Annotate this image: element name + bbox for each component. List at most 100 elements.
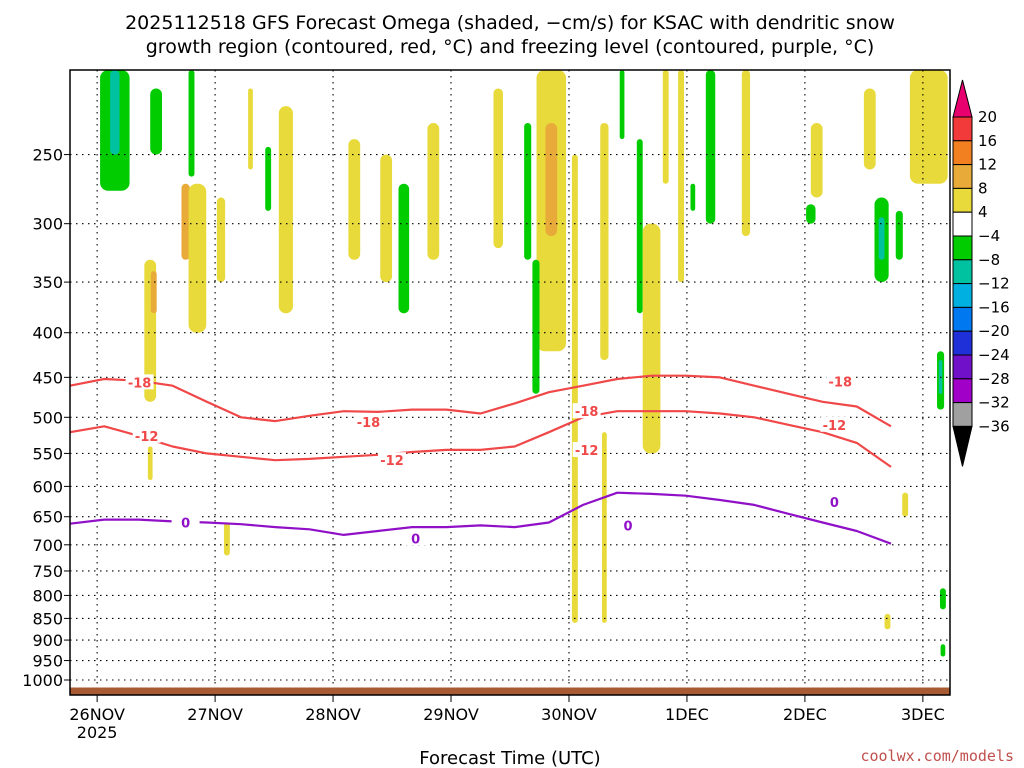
contour-label-bg-4 (132, 427, 161, 443)
credit-text: coolwx.com/models (860, 747, 1014, 765)
contour-line--12-1 (69, 410, 892, 468)
omega-shading (100, 70, 948, 657)
y-tick-label-550: 550 (32, 444, 63, 463)
x-tick-label-7: 3DEC (901, 705, 945, 724)
colorbar-swatch-4 (952, 187, 973, 213)
colorbar-swatch-7 (952, 259, 973, 285)
colorbar-swatch-12 (952, 378, 973, 404)
colorbar-swatch-13 (952, 402, 973, 427)
y-tick-label-300: 300 (32, 215, 63, 234)
colorbar-swatch-9 (952, 306, 973, 332)
omega-blob-44 (939, 588, 946, 610)
omega-blob-29 (690, 183, 696, 211)
omega-blob-30 (705, 70, 716, 224)
omega-blob-45 (940, 644, 946, 657)
colorbar-legend: 20 16 12 8 4 −4 −8 −12 −16 −20 −24 −28 −32 −36 (952, 79, 1010, 467)
x-tick-label-6: 2DEC (783, 705, 827, 724)
x-tick-year-0: 2025 (77, 723, 118, 742)
contour-label-bg-11 (820, 493, 849, 509)
omega-blob-19 (545, 122, 558, 237)
omega-blob-37 (895, 210, 903, 260)
colorbar-label-1: 16 (978, 132, 997, 150)
y-tick-label-400: 400 (32, 324, 63, 343)
colorbar-swatch-11 (952, 354, 973, 380)
chart-title-line-2: growth region (contoured, red, °C) and f… (146, 36, 875, 58)
colorbar-label-3: 8 (978, 179, 988, 197)
contour-lines (69, 374, 892, 545)
chart-title: 2025112518 GFS Forecast Omega (shaded, −… (125, 12, 895, 58)
colorbar-label-4: 4 (978, 203, 988, 221)
contour-line--18-0 (69, 374, 892, 428)
omega-blob-42 (902, 492, 909, 517)
colorbar-label-5: −4 (978, 227, 1000, 245)
contour-label-bg-0 (125, 374, 154, 390)
colorbar-swatch-8 (952, 283, 973, 308)
colorbar-label-12: −32 (978, 394, 1010, 412)
y-tick-label-250: 250 (32, 146, 63, 165)
contour-label-bg-8 (171, 514, 200, 530)
colorbar-label-0: 20 (978, 108, 997, 126)
colorbar-swatch-5 (952, 211, 973, 237)
omega-blob-5 (188, 183, 207, 333)
contour-label-bg-1 (354, 413, 383, 429)
omega-blob-28 (678, 70, 684, 283)
contour-label-6: -12 (575, 444, 599, 459)
omega-blob-2 (150, 88, 163, 155)
x-tick-label-5: 1DEC (665, 705, 709, 724)
colorbar-label-7: −12 (978, 275, 1010, 293)
y-tick-label-900: 900 (32, 631, 63, 650)
omega-blob-22 (600, 122, 609, 361)
x-tick-label-2: 28NOV (305, 705, 361, 724)
omega-blob-1 (110, 70, 120, 155)
colorbar-label-13: −36 (978, 417, 1010, 435)
contour-label-4: -12 (135, 430, 159, 445)
colorbar-bottom-arrow (952, 425, 973, 467)
contour-label-bg-7 (820, 416, 849, 432)
omega-blob-32 (810, 122, 823, 198)
contour-line-0-2 (69, 491, 892, 545)
y-tick-label-600: 600 (32, 477, 63, 496)
omega-blob-15 (427, 122, 440, 260)
plot-area (70, 70, 950, 695)
contour-label-bg-6 (572, 441, 601, 457)
contour-label-5: -12 (380, 454, 404, 469)
omega-blob-14 (398, 183, 410, 314)
omega-blob-26 (642, 223, 661, 454)
omega-blob-10 (265, 146, 272, 211)
contour-label-1: -18 (357, 416, 381, 431)
y-tick-label-850: 850 (32, 609, 63, 628)
omega-blob-8 (150, 271, 157, 314)
chart-title-line-1: 2025112518 GFS Forecast Omega (shaded, −… (125, 12, 895, 34)
x-axis-label: Forecast Time (UTC) (419, 748, 600, 768)
contour-label-2: -18 (575, 405, 599, 420)
x-tick-label-0: 26NOV (69, 705, 125, 724)
omega-blob-47 (147, 446, 153, 481)
contour-label-9: 0 (411, 532, 420, 547)
omega-blob-27 (662, 70, 669, 184)
omega-blob-6 (216, 197, 226, 283)
x-tick-label-3: 29NOV (423, 705, 479, 724)
omega-blob-43 (884, 613, 891, 630)
x-tick-label-4: 30NOV (541, 705, 597, 724)
plot-frame (69, 69, 951, 696)
contour-label-bg-2 (572, 403, 601, 419)
omega-blob-39 (909, 70, 948, 184)
omega-blob-21 (571, 154, 578, 623)
omega-blob-33 (806, 204, 816, 224)
y-tick-label-500: 500 (32, 408, 63, 427)
omega-blob-34 (863, 88, 876, 170)
colorbar-swatch-3 (952, 164, 973, 189)
colorbar-label-10: −24 (978, 346, 1010, 364)
y-tick-label-450: 450 (32, 368, 63, 387)
omega-blob-9 (248, 88, 253, 170)
contour-label-7: -12 (823, 419, 847, 434)
contour-labels: -18 -18 -18 -18 -12 -12 -12 -12 0 0 0 0 (125, 373, 855, 547)
y-axis-ticks: 250 300 350 400 450 500 550 600 650 700 750 800 850 9… (22, 146, 70, 690)
omega-blob-16 (493, 88, 503, 249)
grid-lines (70, 70, 950, 695)
omega-blob-11 (278, 106, 293, 314)
omega-blob-25 (636, 139, 643, 314)
x-tick-label-1: 27NOV (187, 705, 243, 724)
colorbar-top-arrow (952, 79, 973, 118)
